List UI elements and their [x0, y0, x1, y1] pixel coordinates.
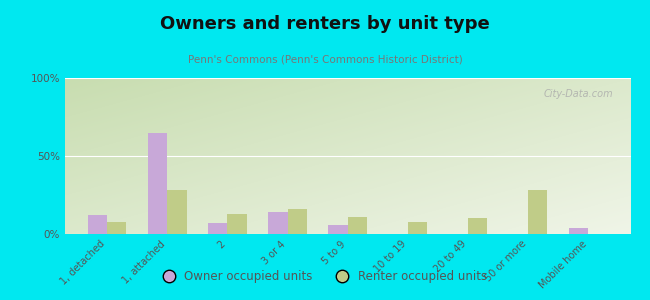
Text: Penn's Commons (Penn's Commons Historic District): Penn's Commons (Penn's Commons Historic … — [188, 54, 462, 64]
Bar — [408, 221, 427, 234]
Bar — [348, 217, 367, 234]
Bar — [268, 212, 287, 234]
Bar — [528, 190, 547, 234]
Bar — [208, 223, 227, 234]
Bar — [107, 221, 126, 234]
Bar — [287, 209, 307, 234]
Bar — [468, 218, 488, 234]
Legend: Owner occupied units, Renter occupied units: Owner occupied units, Renter occupied un… — [159, 266, 491, 288]
Bar — [88, 215, 107, 234]
Bar — [148, 133, 167, 234]
Text: City-Data.com: City-Data.com — [544, 89, 614, 99]
Bar — [328, 225, 348, 234]
Text: Owners and renters by unit type: Owners and renters by unit type — [160, 15, 490, 33]
Bar — [569, 228, 588, 234]
Bar — [227, 214, 247, 234]
Bar — [167, 190, 187, 234]
